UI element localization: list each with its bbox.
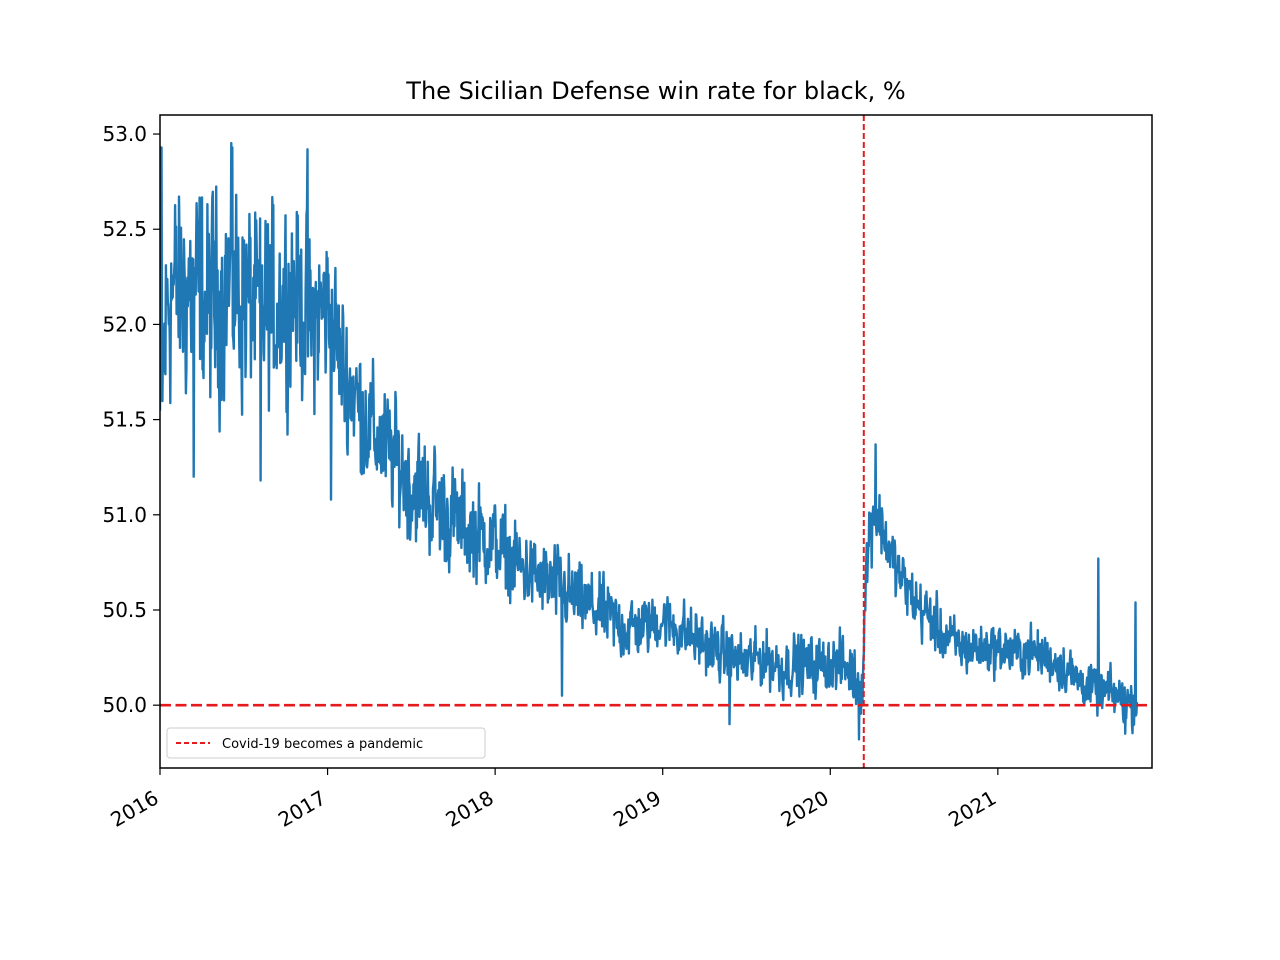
y-tick-label: 52.0 — [102, 312, 147, 336]
legend-label: Covid-19 becomes a pandemic — [222, 737, 423, 752]
y-tick-label: 50.5 — [102, 598, 147, 622]
y-tick-label: 53.0 — [102, 122, 147, 146]
y-tick-label: 52.5 — [102, 217, 147, 241]
legend: Covid-19 becomes a pandemic — [166, 727, 486, 759]
legend-box — [166, 727, 486, 759]
series-line — [160, 141, 1139, 741]
reference-lines — [160, 115, 1147, 768]
y-tick-label: 50.0 — [102, 693, 147, 717]
series-group — [160, 141, 1139, 741]
y-axis: 50.0 50.5 51.0 51.5 52.0 52.5 53.0 — [102, 122, 160, 717]
y-tick-label: 51.5 — [102, 408, 147, 432]
chart-title: The Sicilian Defense win rate for black,… — [405, 77, 905, 105]
y-tick-label: 51.0 — [102, 503, 147, 527]
plot-frame — [159, 114, 1153, 769]
